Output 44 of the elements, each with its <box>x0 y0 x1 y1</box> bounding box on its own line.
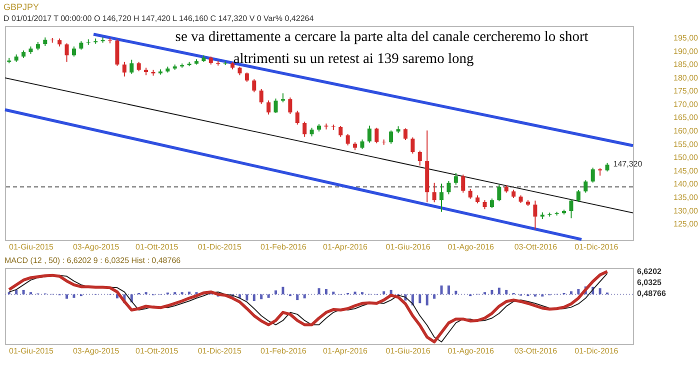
chart-title: GBPJPY <box>4 2 40 12</box>
x-tick-label: 01-Ott-2015 <box>135 346 179 356</box>
x-tick-label: 01-Giu-2016 <box>386 346 431 356</box>
y-tick-label: 195,00 <box>674 33 699 42</box>
annotation: 147,320 <box>613 160 643 169</box>
y-tick-label: 190,00 <box>674 46 699 56</box>
x-tick-label: 01-Dic-2015 <box>198 346 242 356</box>
annotation: se va direttamente a cercare la parte alta del canale cercheremo lo short <box>175 29 588 45</box>
text: 6,0325 <box>637 278 662 287</box>
x-tick-label: 01-Apr-2016 <box>322 242 368 252</box>
y-tick-label: 180,00 <box>674 73 699 82</box>
x-tick-label: 01-Apr-2016 <box>322 346 368 356</box>
y-tick-label: 160,00 <box>674 126 699 136</box>
x-tick-label: 01-Ott-2015 <box>135 242 179 252</box>
text: 0,48766 <box>637 289 666 298</box>
y-tick-label: 185,00 <box>674 60 699 70</box>
x-tick-label: 01-Dic-2016 <box>574 242 619 252</box>
x-tick-label: 03-Ago-2015 <box>72 346 120 356</box>
x-tick-label: 01-Dic-2016 <box>574 346 619 356</box>
x-tick-label: 01-Feb-2016 <box>260 242 307 252</box>
y-tick-label: 125,00 <box>674 220 699 229</box>
x-tick-label: 01-Dic-2015 <box>198 242 242 252</box>
y-tick-label: 155,00 <box>674 140 699 149</box>
y-tick-label: 170,00 <box>674 100 699 109</box>
y-tick-label: 140,00 <box>674 180 699 189</box>
y-tick-label: 135,00 <box>674 192 699 202</box>
y-tick-label: 175,00 <box>674 86 699 96</box>
x-tick-label: 03-Ott-2016 <box>514 242 558 252</box>
x-tick-label: 01-Giu-2015 <box>8 346 54 356</box>
chart-subtitle: D 01/01/2017 T 00:00:00 O 146,720 H 147,420 L 146,160 C 147,320 V 0 Var% 0,42264 <box>4 14 314 23</box>
x-tick-label: 01-Giu-2015 <box>8 242 54 252</box>
y-tick-label: 165,00 <box>674 113 699 122</box>
x-tick-label: 01-Ago-2016 <box>448 346 495 356</box>
x-tick-label: 01-Feb-2016 <box>260 346 307 356</box>
y-tick-label: 145,00 <box>674 166 699 176</box>
y-tick-label: 150,00 <box>674 153 699 162</box>
x-tick-label: 01-Giu-2016 <box>386 242 431 252</box>
y-tick-label: 130,00 <box>674 206 699 216</box>
text: 6,6202 <box>637 267 662 276</box>
x-tick-label: 03-Ago-2015 <box>72 242 120 252</box>
x-tick-label: 03-Ott-2016 <box>514 346 558 356</box>
chart-title: MACD (12 , 50) : 6,6202 9 : 6,0325 Hist : 0,48766 <box>4 256 182 265</box>
annotation: altrimenti su un retest ai 139 saremo long <box>233 51 474 67</box>
x-tick-label: 01-Ago-2016 <box>448 242 495 252</box>
